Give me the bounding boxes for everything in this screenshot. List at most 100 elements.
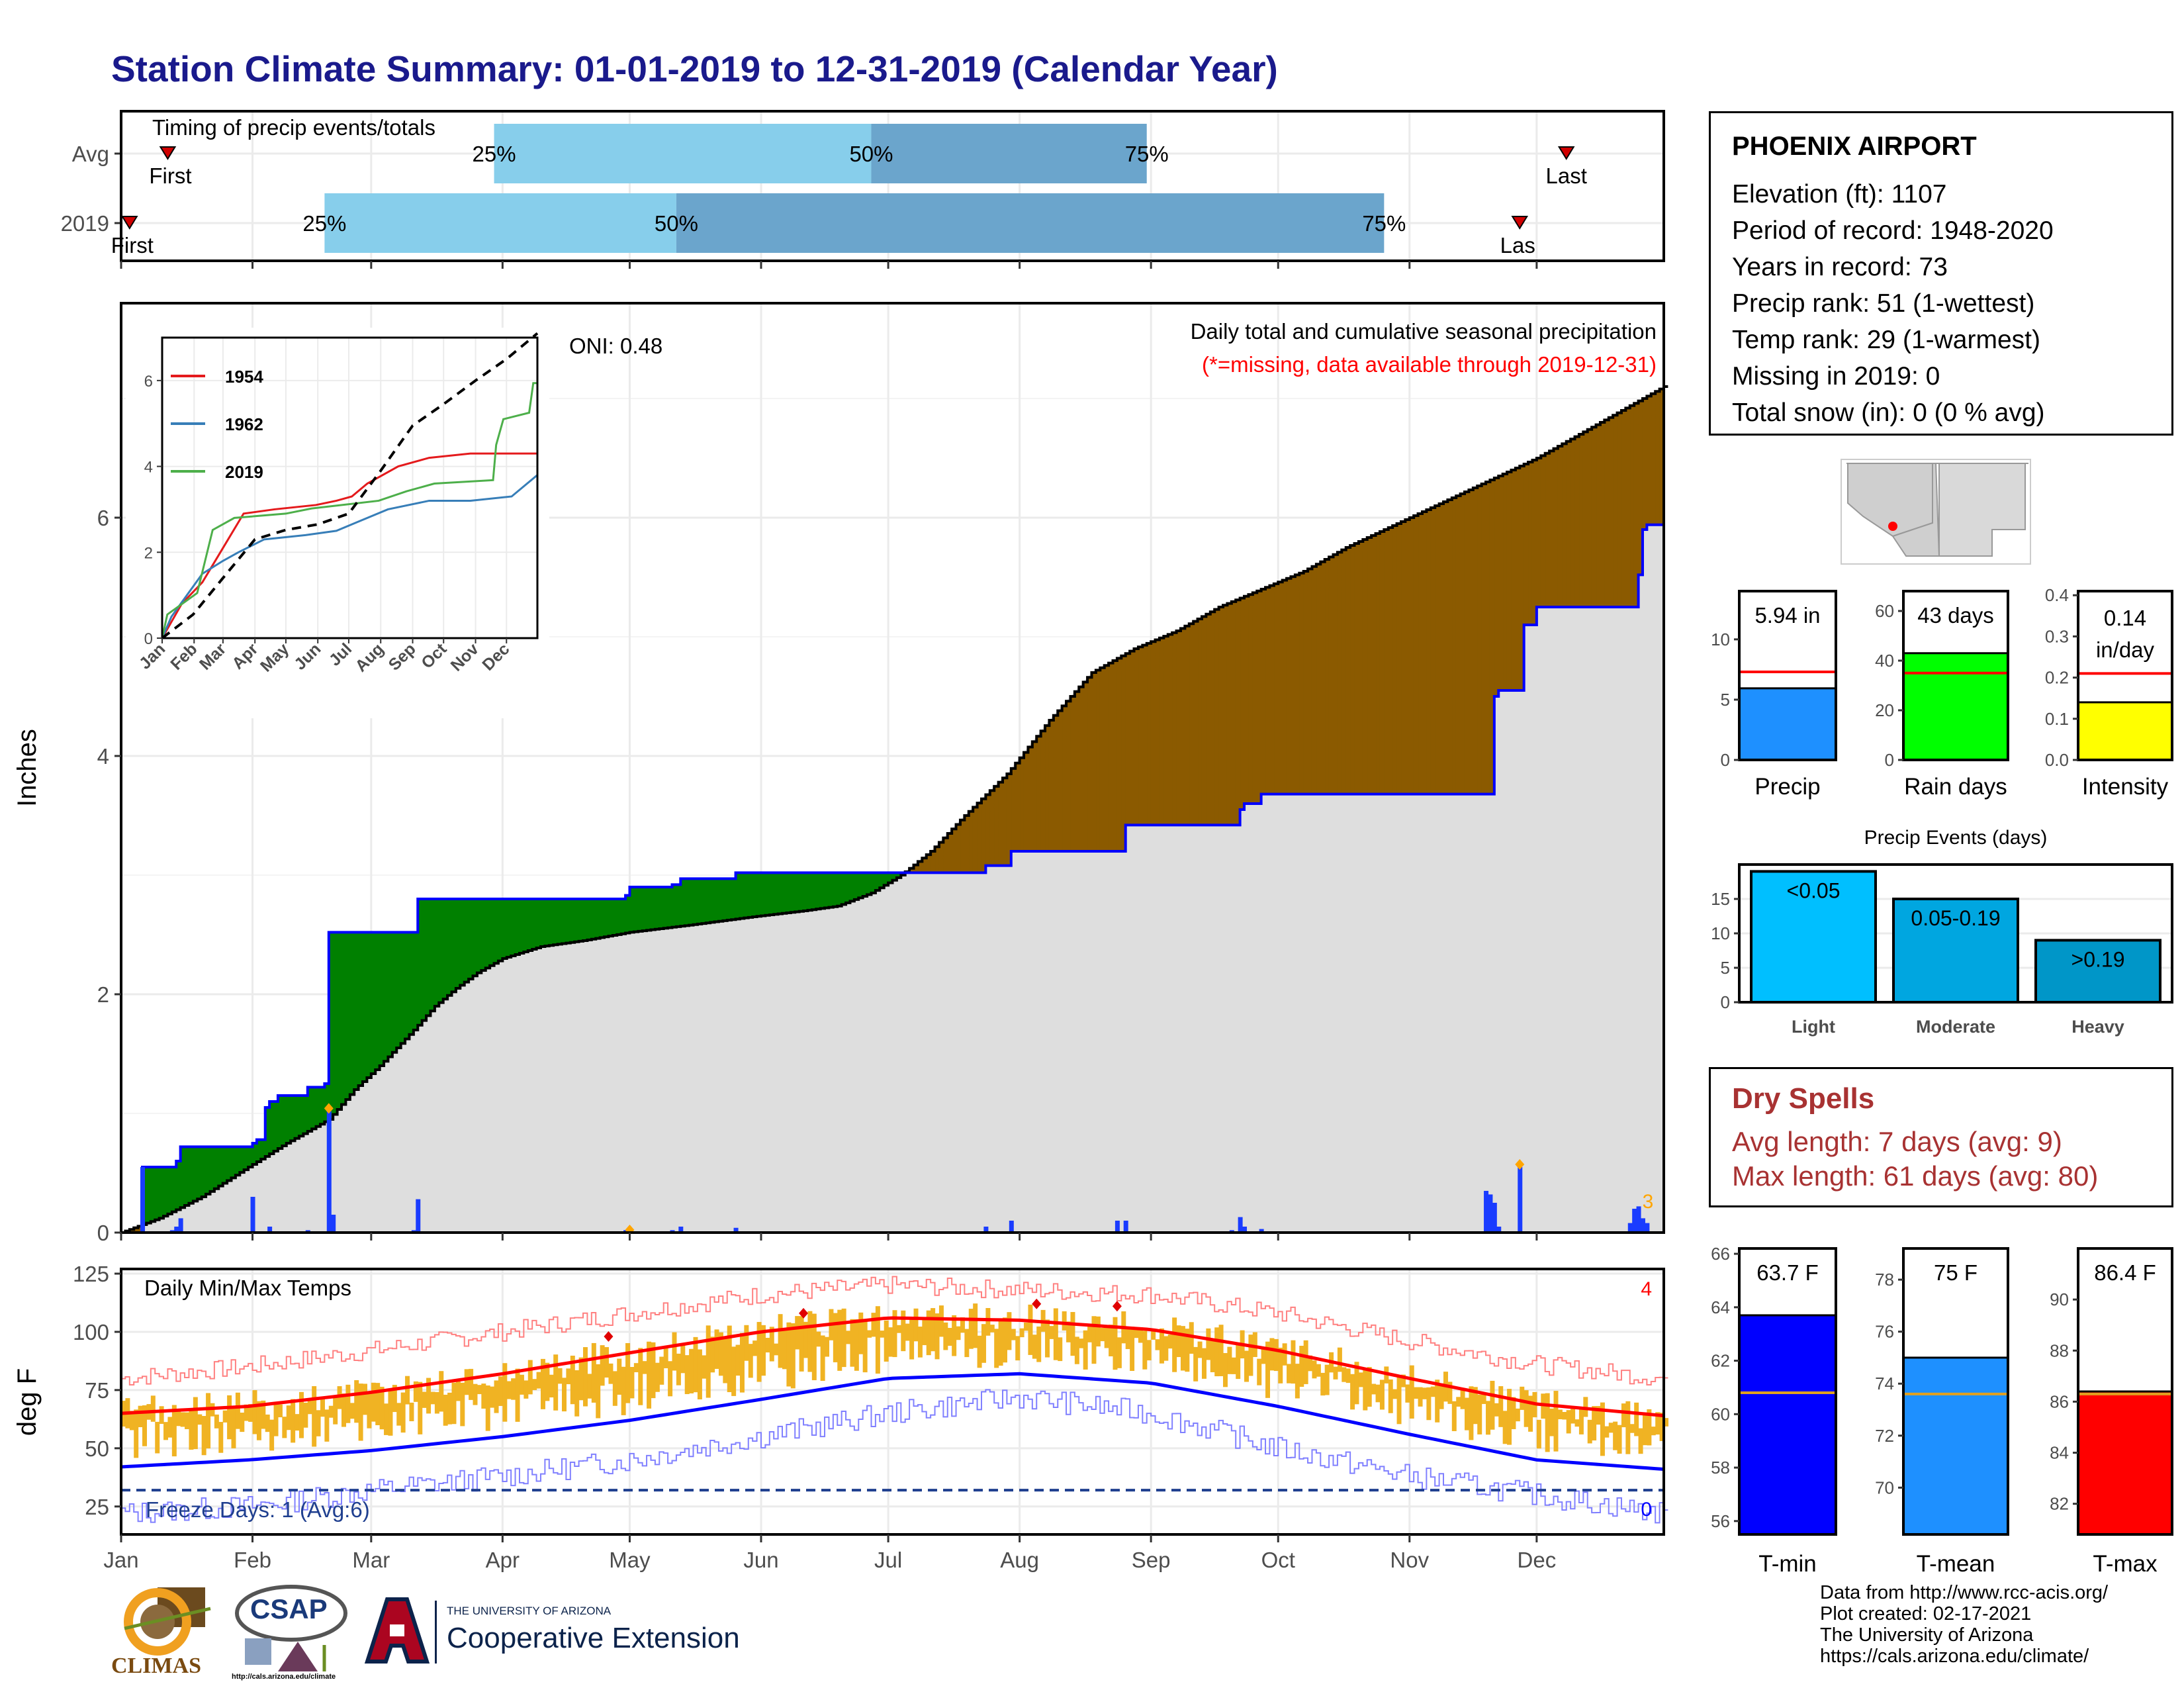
inset-series-1962-line — [161, 474, 538, 639]
dry-spells-title: Dry Spells — [1732, 1082, 1875, 1115]
precip-events-panel: Precip Events (days) <0.05 Light 0.05-0.19 M… — [1711, 827, 2173, 1037]
daily-temp-bar — [600, 1345, 605, 1386]
daily-temp-bar — [1185, 1329, 1190, 1372]
daily-precip-bar — [1259, 1229, 1264, 1233]
daily-temp-bar — [867, 1330, 872, 1338]
daily-temp-bar — [460, 1382, 465, 1427]
daily-temp-bar — [1481, 1394, 1486, 1404]
daily-temp-bar — [820, 1335, 825, 1382]
temp-stat-category-label: T-max — [2093, 1551, 2158, 1577]
daily-precip-bar — [1488, 1194, 1493, 1233]
daily-temp-bar — [1109, 1325, 1114, 1356]
daily-temp-bar — [1477, 1394, 1482, 1434]
month-tick-label: Nov — [1390, 1548, 1429, 1572]
timing-bar-50-75 — [871, 124, 1147, 183]
daily-temp-bar — [1494, 1403, 1499, 1417]
daily-temp-bar — [1113, 1317, 1118, 1370]
daily-temp-bar — [1545, 1393, 1550, 1452]
daily-temp-bar — [1308, 1355, 1313, 1372]
daily-temp-bar — [1095, 1316, 1101, 1347]
daily-temp-bar — [1566, 1410, 1571, 1434]
precip-stat-category-label: Intensity — [2082, 774, 2169, 800]
inset-series-avg-line — [161, 332, 539, 639]
record-high-marker — [604, 1331, 614, 1342]
daily-temp-bar — [846, 1331, 851, 1344]
daily-precip-bar — [983, 1227, 989, 1233]
daily-temp-bar — [142, 1405, 148, 1446]
precip-events-bar-label: 0.05-0.19 — [1911, 906, 2000, 930]
timing-p50-label: 50% — [655, 211, 698, 236]
precip-stat-value-label: 0.14 — [2104, 606, 2146, 630]
daily-temp-bar — [1524, 1390, 1529, 1427]
daily-record-marker — [324, 1103, 334, 1114]
daily-temp-bar — [1079, 1338, 1084, 1348]
daily-temp-bar — [252, 1390, 257, 1434]
daily-precip-bar — [250, 1197, 255, 1233]
temp-panel-title: Daily Min/Max Temps — [144, 1276, 351, 1300]
daily-temp-bar — [273, 1405, 279, 1436]
temp-stat-value-bar — [1902, 1356, 2009, 1536]
daily-temp-bar — [358, 1383, 363, 1441]
temp-stat-y-tick-label: 60 — [1711, 1404, 1730, 1424]
last-event-marker — [1511, 216, 1529, 230]
station-name: PHOENIX AIRPORT — [1732, 132, 1977, 161]
daily-temp-bar — [1134, 1328, 1139, 1338]
precip-stat-border — [2077, 590, 2173, 761]
daily-temp-bar — [295, 1414, 300, 1431]
daily-temp-bar — [235, 1392, 240, 1429]
daily-temp-bar — [752, 1340, 758, 1356]
daily-temp-bar — [922, 1317, 927, 1346]
daily-temp-bar — [1015, 1336, 1021, 1361]
daily-temp-bar — [1151, 1330, 1156, 1340]
daily-temp-bar — [532, 1379, 537, 1390]
daily-temp-bar — [858, 1312, 864, 1354]
daily-temp-bar — [799, 1316, 804, 1372]
daily-temp-bar — [1091, 1316, 1097, 1364]
daily-temp-bar — [1104, 1326, 1109, 1348]
daily-temp-bar — [1562, 1412, 1567, 1420]
daily-precip-bar — [178, 1218, 183, 1233]
daily-precip-bar — [1009, 1221, 1014, 1233]
daily-temp-bar — [540, 1358, 545, 1409]
daily-temp-bar — [1451, 1401, 1457, 1431]
daily-temp-bar — [1350, 1374, 1355, 1410]
daily-temp-bar — [180, 1412, 185, 1427]
precip-events-category-label: Heavy — [2071, 1017, 2124, 1037]
daily-temp-bar — [1354, 1362, 1359, 1405]
daily-temp-bar — [451, 1382, 457, 1425]
daily-temp-bar — [1507, 1389, 1512, 1445]
daily-temp-bar — [574, 1370, 580, 1417]
precip-stat-value-unit: in/day — [2096, 637, 2155, 662]
daily-temp-bar — [527, 1360, 533, 1395]
daily-temp-bar — [1138, 1327, 1143, 1343]
daily-temp-bar — [409, 1402, 414, 1421]
daily-temp-bar — [684, 1355, 690, 1395]
temp-stat-value-label: 86.4 F — [2094, 1260, 2156, 1285]
daily-temp-bar — [1295, 1364, 1300, 1399]
daily-temp-bar — [1248, 1335, 1253, 1376]
daily-temp-bar — [1282, 1343, 1287, 1366]
daily-temp-bar — [1400, 1374, 1406, 1387]
daily-temp-bar — [1375, 1384, 1381, 1403]
daily-temp-bar — [1388, 1379, 1393, 1413]
daily-temp-bar — [185, 1412, 190, 1430]
dry-spells-max: Max length: 61 days (avg: 80) — [1732, 1160, 2099, 1192]
daily-precip-bar — [1492, 1203, 1497, 1233]
station-location-marker — [1888, 522, 1897, 531]
daily-temp-bar — [523, 1380, 529, 1399]
daily-temp-bar — [1659, 1413, 1664, 1441]
daily-temp-bar — [1155, 1339, 1160, 1350]
precip-stat-y-tick-label: 40 — [1875, 651, 1894, 671]
daily-temp-bar — [668, 1361, 673, 1397]
station-elevation: Elevation (ft): 1107 — [1732, 180, 1947, 209]
daily-temp-bar — [1536, 1419, 1541, 1449]
daily-temp-bar — [1647, 1409, 1652, 1446]
daily-temp-bar — [744, 1325, 749, 1361]
daily-temp-bar — [201, 1416, 206, 1456]
daily-temp-bar — [710, 1336, 715, 1373]
daily-temp-bar — [1371, 1383, 1377, 1395]
normal-min-line — [120, 1372, 1664, 1472]
daily-temp-bar — [1049, 1326, 1054, 1339]
daily-temp-bar — [1024, 1322, 1029, 1331]
